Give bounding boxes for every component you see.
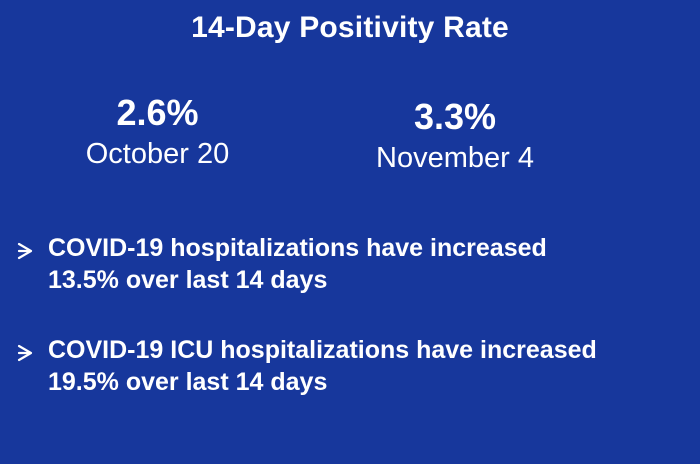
bullet-list: COVID-19 hospitalizations have increased… xyxy=(0,232,700,436)
arrow-bullet-icon xyxy=(17,344,33,362)
stat-value: 3.3% xyxy=(413,96,497,137)
bullet-text-line-2: 13.5% over last 14 days xyxy=(48,266,328,294)
bullet-text-line-1: COVID-19 hospitalizations have increased xyxy=(48,234,547,262)
bullet-item-hospitalizations: COVID-19 hospitalizations have increased… xyxy=(0,232,700,296)
stat-october: 2.6% October 20 xyxy=(55,92,260,172)
bullet-item-icu-hospitalizations: COVID-19 ICU hospitalizations have incre… xyxy=(0,334,700,398)
stat-value: 2.6% xyxy=(116,92,199,133)
stat-november: 3.3% November 4 xyxy=(345,96,565,176)
bullet-text-line-1: COVID-19 ICU hospitalizations have incre… xyxy=(48,336,597,364)
stat-date: November 4 xyxy=(376,142,534,174)
stat-date: October 20 xyxy=(85,138,230,170)
bullet-text-line-2: 19.5% over last 14 days xyxy=(48,368,328,396)
slide-title: 14-Day Positivity Rate xyxy=(191,11,509,44)
arrow-bullet-icon xyxy=(17,242,33,260)
